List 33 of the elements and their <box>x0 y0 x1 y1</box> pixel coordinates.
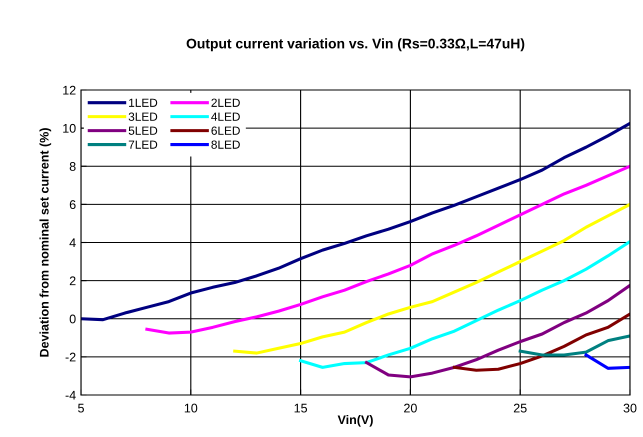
legend-label: 4LED <box>211 112 240 121</box>
line-series <box>299 240 630 369</box>
x-tick-label: 25 <box>514 404 527 413</box>
line-series <box>452 312 630 372</box>
y-tick-label: 4 <box>69 238 76 248</box>
y-tick-label: 10 <box>63 124 76 133</box>
legend-label: 6LED <box>211 126 240 135</box>
legend-label: 8LED <box>211 140 240 149</box>
x-tick-label: 15 <box>294 404 308 413</box>
chart-title: Output current variation vs. Vin (Rs=0.33Ω,L=47uH) <box>186 38 524 52</box>
y-tick-label: -2 <box>66 352 76 362</box>
x-axis-title: Vin(V) <box>338 414 373 427</box>
legend-label: 5LED <box>128 126 158 135</box>
line-series <box>518 334 630 356</box>
line-series <box>233 202 630 355</box>
x-tick-label: 30 <box>624 404 636 413</box>
y-tick-label: 12 <box>63 86 76 95</box>
y-tick-label: 0 <box>70 314 76 324</box>
y-tick-label: 2 <box>70 276 76 286</box>
legend-label: 1LED <box>129 98 158 107</box>
y-tick-label: 8 <box>70 162 76 171</box>
legend-label: 3LED <box>128 112 158 121</box>
line-series <box>81 122 630 322</box>
x-tick-label: 20 <box>404 404 417 413</box>
legend-label: 7LED <box>128 140 158 149</box>
x-tick-label: 5 <box>78 404 84 413</box>
y-tick-label: -4 <box>66 390 76 400</box>
y-axis-title: Deviation from nominal set current (%) <box>39 128 52 357</box>
line-series <box>364 284 630 378</box>
y-tick-label: 6 <box>70 200 76 210</box>
line-series <box>145 164 630 335</box>
legend-label: 2LED <box>211 98 240 107</box>
x-tick-label: 10 <box>184 404 198 413</box>
